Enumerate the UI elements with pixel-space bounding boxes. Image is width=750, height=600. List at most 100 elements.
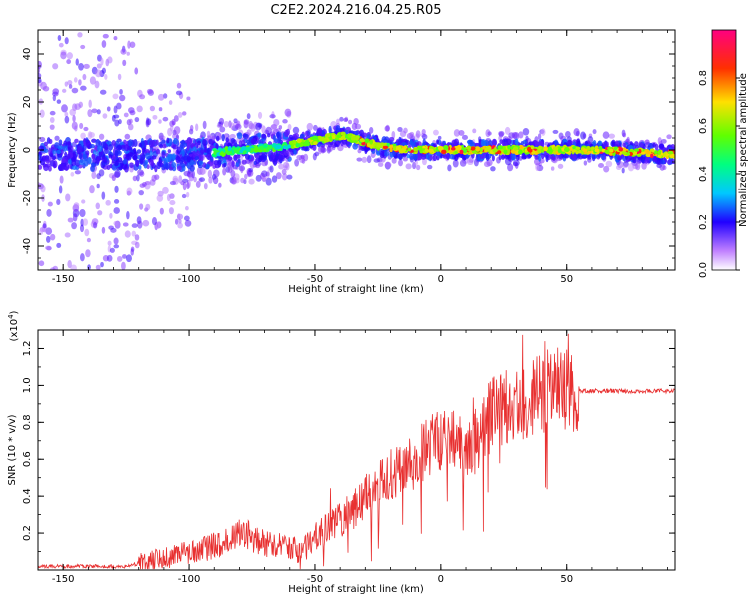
heatmap-cell: [69, 108, 77, 116]
heatmap-cell: [109, 212, 113, 219]
heatmap-cell: [243, 119, 250, 125]
heatmap-cell: [136, 149, 142, 154]
heatmap-cell: [171, 161, 177, 168]
heatmap-cell: [69, 145, 74, 153]
heatmap-cell: [46, 208, 52, 217]
heatmap-cell: [504, 153, 510, 160]
heatmap-cell: [62, 88, 67, 93]
heatmap-cell: [181, 149, 185, 157]
heatmap-cell: [38, 164, 43, 170]
heatmap-cell: [273, 138, 279, 144]
heatmap-cell: [466, 158, 473, 164]
heatmap-cell: [178, 175, 183, 184]
heatmap-cell: [114, 169, 121, 178]
heatmap-cell: [453, 129, 461, 137]
heatmap-cell: [199, 177, 206, 182]
heatmap-cell: [300, 154, 305, 160]
heatmap-cell: [78, 63, 84, 71]
heatmap-cell: [126, 51, 130, 56]
heatmap-cell: [169, 200, 176, 206]
heatmap-cell: [180, 163, 186, 168]
heatmap-cell: [67, 260, 72, 269]
heatmap-cell: [113, 199, 120, 204]
heatmap-cell: [183, 142, 187, 147]
heatmap-cell: [325, 133, 331, 138]
heatmap-cell: [667, 159, 671, 165]
heatmap-cell: [339, 116, 344, 122]
heatmap-cell: [611, 139, 616, 146]
y-tick-label: 1.0: [22, 377, 33, 393]
heatmap-cell: [123, 112, 129, 118]
heatmap-cell: [40, 81, 47, 90]
heatmap-cell: [149, 158, 154, 166]
heatmap-cell: [592, 139, 597, 148]
heatmap-cell: [158, 157, 163, 164]
heatmap-cell: [72, 114, 76, 123]
heatmap-cell: [88, 270, 93, 278]
heatmap-cell: [58, 42, 64, 48]
heatmap-cell: [369, 126, 374, 134]
heatmap-cell: [73, 202, 80, 209]
heatmap-cell: [96, 156, 101, 164]
heatmap-cell: [127, 40, 131, 49]
x-tick-label: -100: [178, 574, 201, 585]
snr-panel: -150 -100 -50 0 50 0.2 0.4 0.6 0.8 1.0 1.2 Height …: [7, 310, 676, 595]
heatmap-cell: [106, 106, 111, 112]
heatmap-cell: [331, 134, 336, 140]
heatmap-cell: [228, 120, 232, 128]
heatmap-cell: [122, 222, 129, 227]
heatmap-cell: [467, 148, 471, 152]
heatmap-cell: [94, 80, 100, 89]
heatmap-cell: [78, 159, 85, 165]
heatmap-cell: [323, 138, 328, 143]
heatmap-cell: [100, 57, 104, 66]
heatmap-cell: [66, 141, 71, 146]
heatmap-cell: [406, 153, 410, 159]
heatmap-cell: [451, 147, 456, 151]
heatmap-cell: [364, 138, 370, 144]
heatmap-cell: [327, 145, 333, 152]
heatmap-cell: [101, 191, 106, 200]
heatmap-cell: [650, 153, 654, 159]
heatmap-cell: [490, 166, 496, 172]
heatmap-cell: [269, 165, 274, 173]
heatmap-cell: [261, 133, 267, 139]
heatmap-cell: [158, 107, 163, 112]
heatmap-cell: [304, 130, 309, 137]
heatmap-cell: [413, 147, 418, 152]
heatmap-cell: [594, 148, 599, 153]
heatmap-cell: [537, 140, 544, 147]
heatmap-cell: [257, 111, 263, 119]
heatmap-cell: [233, 118, 238, 124]
heatmap-cell: [143, 160, 148, 169]
heatmap-cell: [189, 164, 195, 172]
heatmap-cell: [244, 173, 248, 180]
heatmap-cell: [52, 149, 57, 155]
heatmap-cell: [49, 267, 56, 270]
heatmap-cell: [418, 146, 423, 151]
heatmap-cell: [47, 201, 53, 207]
heatmap-cell: [214, 164, 221, 169]
heatmap-cell: [149, 105, 156, 112]
heatmap-cell: [64, 111, 69, 118]
heatmap-cell: [552, 129, 559, 134]
heatmap-cell: [177, 222, 183, 229]
heatmap-cell: [598, 145, 603, 150]
heatmap-cell: [508, 132, 515, 139]
heatmap-cell: [537, 133, 542, 140]
heatmap-cell: [172, 153, 176, 161]
heatmap-cell: [127, 152, 134, 157]
heatmap-cell: [540, 147, 545, 153]
heatmap-cell: [502, 145, 506, 151]
heatmap-cell: [510, 153, 517, 161]
heatmap-cell: [227, 145, 232, 151]
heatmap-cell: [172, 175, 179, 183]
heatmap-cell: [83, 126, 89, 132]
heatmap-cell: [573, 128, 580, 137]
heatmap-cell: [72, 165, 77, 171]
heatmap-cell: [282, 119, 288, 124]
heatmap-cell: [651, 148, 655, 153]
heatmap-cell: [239, 149, 244, 154]
heatmap-cell: [101, 226, 106, 234]
heatmap-cell: [145, 119, 150, 128]
